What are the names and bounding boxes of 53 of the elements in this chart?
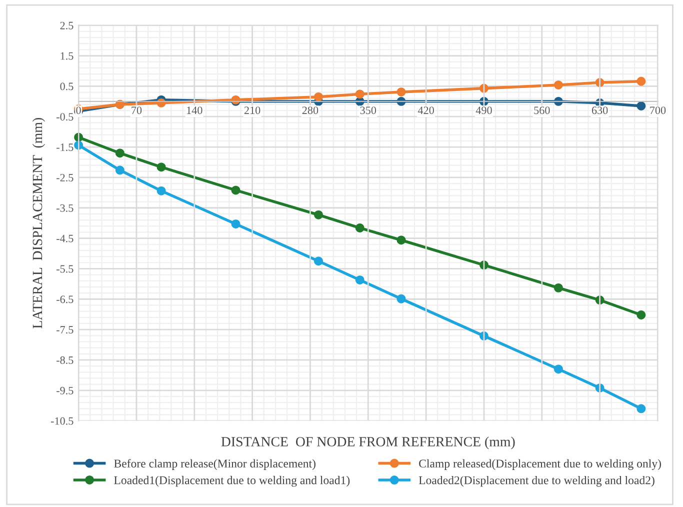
- point: [554, 80, 563, 90]
- point: [554, 283, 563, 292]
- y-tick-label: -2.5: [56, 174, 74, 182]
- point: [396, 236, 406, 245]
- point: [636, 76, 646, 86]
- point: [396, 294, 406, 304]
- point: [231, 186, 240, 195]
- x-tick-label: 560: [534, 106, 550, 114]
- x-tick-label: 420: [418, 106, 434, 114]
- y-tick-label: -6.5: [56, 296, 74, 304]
- x-tick-label: 0: [76, 106, 81, 114]
- y-tick-label: -4.5: [56, 234, 74, 242]
- x-tick-label: 350: [360, 106, 376, 114]
- point: [314, 256, 324, 266]
- point: [636, 101, 646, 110]
- point: [636, 310, 646, 320]
- point: [115, 148, 124, 158]
- x-axis-title: DISTANCE OF NODE FROM REFERENCE (mm): [221, 436, 515, 450]
- y-tick-label: -7.5: [56, 326, 74, 334]
- legend-label: Before clamp release(Minor displacement): [114, 459, 316, 470]
- x-tick-label: 70: [132, 106, 142, 114]
- y-tick-label: -0.5: [56, 113, 74, 121]
- y-tick-label: -3.5: [56, 204, 74, 212]
- point: [554, 364, 563, 374]
- x-tick-label: 700: [650, 106, 666, 114]
- point: [314, 210, 324, 220]
- x-tick-label: 630: [592, 106, 608, 114]
- x-tick-label: 280: [302, 106, 318, 114]
- y-tick-label: -9.5: [56, 386, 74, 394]
- point: [396, 87, 406, 96]
- point: [115, 166, 124, 175]
- point: [231, 219, 240, 229]
- y-tick-label: 1.5: [60, 52, 74, 60]
- x-tick-label: 210: [244, 106, 260, 114]
- y-tick-label: 0.5: [60, 82, 74, 90]
- y-tick-label: -8.5: [56, 356, 74, 364]
- point: [314, 92, 324, 102]
- y-axis-title: LATERAL DISPLACEMENT (mm): [32, 118, 45, 328]
- point: [355, 223, 364, 232]
- point: [355, 90, 364, 99]
- y-tick-label: -1.5: [56, 144, 74, 152]
- x-tick-label: 140: [187, 106, 202, 114]
- y-tick-label: -10.5: [50, 417, 74, 425]
- legend-label: Loaded1(Displacement due to welding and load1): [114, 476, 350, 487]
- legend-label: Loaded2(Displacement due to welding and load2): [418, 476, 654, 487]
- point: [636, 404, 646, 414]
- y-tick-label: 2.5: [60, 22, 74, 30]
- legend-label: Clamp released(Displacement due to welding only): [419, 459, 661, 470]
- y-tick-label: -5.5: [56, 265, 74, 273]
- point: [355, 275, 364, 284]
- point: [156, 162, 166, 172]
- point: [156, 186, 166, 196]
- x-tick-label: 490: [476, 106, 492, 114]
